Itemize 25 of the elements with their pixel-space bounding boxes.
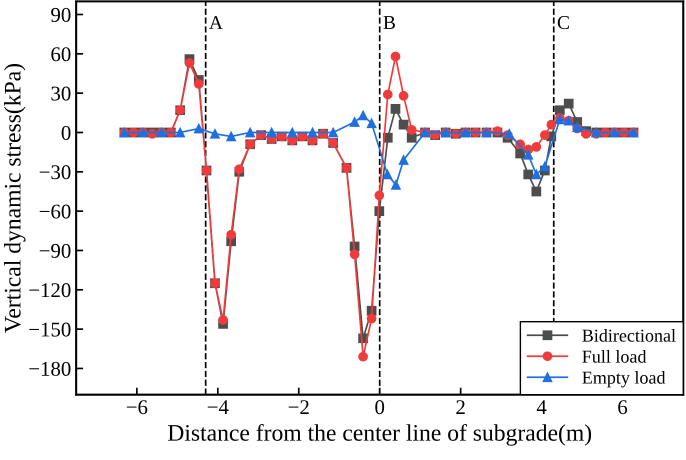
y-tick-label: 0 [62,126,70,140]
legend-label: Full load [582,350,646,363]
y-tick-label: −30 [40,165,70,180]
ref-line-label: A [209,16,223,29]
ref-line-label: B [384,16,395,29]
legend-label: Bidirectional [582,329,676,342]
x-tick-label: 2 [456,400,465,414]
x-tick-label: −2 [288,400,309,414]
x-tick-label: 6 [618,400,628,414]
y-axis-title: Vertical dynamic stress(kPa) [4,64,26,333]
x-axis-title: Distance from the center line of subgrade(m) [168,424,592,446]
y-tick-label: −60 [40,204,70,219]
y-tick-label: 90 [51,8,70,22]
x-tick-label: −6 [126,400,148,414]
x-tick-label: 0 [375,400,384,414]
y-tick-label: 30 [51,86,70,101]
y-tick-label: 60 [51,47,70,62]
x-tick-label: −4 [208,400,229,414]
y-tick-label: −120 [29,283,70,298]
y-tick-label: −150 [29,322,70,337]
x-tick-label: 4 [536,400,546,414]
ref-line-label: C [558,16,569,30]
y-tick-label: −90 [40,244,70,258]
legend-label: Empty load [582,371,666,388]
y-tick-label: −180 [29,362,70,376]
